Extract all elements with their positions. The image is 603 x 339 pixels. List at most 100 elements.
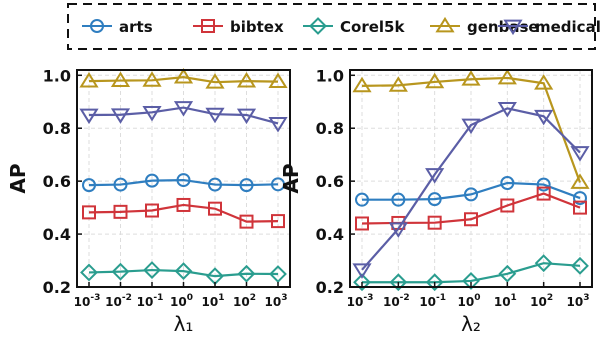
y-axis-label: AP xyxy=(279,163,303,193)
series-line-arts xyxy=(362,181,581,201)
data-point xyxy=(355,216,369,231)
x-tick-label: 10-2 xyxy=(383,293,410,309)
data-point xyxy=(79,72,99,88)
data-point xyxy=(205,107,225,124)
series-line-arts xyxy=(88,178,279,187)
y-tick-label: 0.8 xyxy=(43,119,71,138)
data-point xyxy=(462,271,480,290)
data-point xyxy=(239,214,254,229)
data-point xyxy=(427,192,442,207)
legend-marker-square-icon xyxy=(201,19,215,33)
data-point xyxy=(498,264,517,283)
legend-marker-diamond-icon xyxy=(309,17,327,35)
data-point xyxy=(236,108,257,125)
data-point xyxy=(268,117,288,133)
data-point xyxy=(271,214,285,229)
data-point xyxy=(208,201,222,216)
x-tick-label: 102 xyxy=(530,293,553,309)
x-tick-label: 101 xyxy=(202,293,225,309)
chart-panel-lambda1: 0.2 0.4 0.6 0.8 1.0 10-3 10-2 10-1 100 101 102 103 A… xyxy=(6,66,291,336)
data-point xyxy=(464,212,478,227)
x-tick-label: 10-1 xyxy=(419,293,446,309)
y-tick-label: 0.6 xyxy=(43,172,71,191)
data-point xyxy=(173,68,194,84)
data-point xyxy=(79,108,99,125)
data-point xyxy=(497,101,517,118)
x-axis-label: λ₂ xyxy=(461,312,481,336)
data-point xyxy=(573,191,587,206)
data-point xyxy=(464,187,478,202)
x-tick-label: 103 xyxy=(567,293,590,309)
data-point xyxy=(111,262,130,281)
data-point xyxy=(113,177,128,192)
legend-entry-bibtex: bibtex xyxy=(193,18,284,36)
data-point xyxy=(573,200,587,215)
data-point xyxy=(391,192,406,207)
data-point xyxy=(427,215,442,230)
x-tick-label: 10-2 xyxy=(105,293,132,309)
data-point xyxy=(110,71,131,87)
data-point xyxy=(461,70,481,86)
y-tick-label: 0.4 xyxy=(43,225,71,244)
data-point xyxy=(388,76,408,92)
x-tick-label: 100 xyxy=(170,293,193,309)
data-point xyxy=(388,222,408,238)
data-point xyxy=(497,68,517,85)
series-medical xyxy=(79,101,288,133)
x-tick-label: 102 xyxy=(233,293,256,309)
x-tick-label: 103 xyxy=(265,293,288,309)
data-point xyxy=(82,205,96,220)
y-tick-label: 0.2 xyxy=(43,278,71,297)
x-axis-label: λ₁ xyxy=(174,312,194,336)
series-line-genbase xyxy=(88,76,279,84)
y-tick-label: 0.4 xyxy=(316,225,344,244)
data-point xyxy=(352,263,372,279)
data-point xyxy=(534,109,554,126)
series-line-bibtex xyxy=(88,203,279,223)
data-point xyxy=(176,197,191,212)
y-tick-label: 0.8 xyxy=(316,119,344,138)
legend-label: Corel5k xyxy=(340,18,405,36)
legend-marker-triangle-down-icon xyxy=(503,19,523,36)
data-point xyxy=(536,177,551,192)
data-point xyxy=(80,263,98,282)
data-point xyxy=(110,108,131,124)
data-point xyxy=(82,178,96,193)
series-medical xyxy=(352,101,590,279)
data-point xyxy=(536,186,551,201)
data-point xyxy=(113,204,128,219)
series-genbase xyxy=(79,68,288,89)
series-arts xyxy=(82,173,285,193)
data-point xyxy=(425,168,445,184)
series-line-medical xyxy=(88,106,279,125)
data-point xyxy=(570,146,590,162)
series-arts xyxy=(355,175,587,207)
data-point xyxy=(143,261,161,279)
y-tick-label: 0.2 xyxy=(316,278,344,297)
series-corel5k xyxy=(80,261,287,286)
legend-entry-medical: medical xyxy=(498,18,601,36)
data-point xyxy=(571,256,589,275)
data-point xyxy=(534,74,554,90)
series-line-genbase xyxy=(361,76,582,183)
legend-label: bibtex xyxy=(230,18,284,36)
chart-panel-lambda2: 0.2 0.4 0.6 0.8 1.0 10-3 10-2 10-1 100 101 102 103 A… xyxy=(279,66,593,336)
y-tick-label: 1.0 xyxy=(316,66,344,85)
data-point xyxy=(425,273,444,292)
data-point xyxy=(425,72,445,89)
data-point xyxy=(239,178,254,193)
data-point xyxy=(389,273,408,292)
series-bibtex xyxy=(82,197,285,229)
data-point xyxy=(500,175,515,190)
y-axis-label: AP xyxy=(6,163,30,193)
data-point xyxy=(534,254,553,273)
legend-marker-triangle-up-icon xyxy=(435,16,455,33)
x-tick-label: 101 xyxy=(494,293,517,309)
data-point xyxy=(353,273,371,292)
y-tick-label: 0.6 xyxy=(316,172,344,191)
data-point xyxy=(461,118,481,135)
data-point xyxy=(237,264,256,283)
legend-marker-circle-icon xyxy=(90,19,104,33)
